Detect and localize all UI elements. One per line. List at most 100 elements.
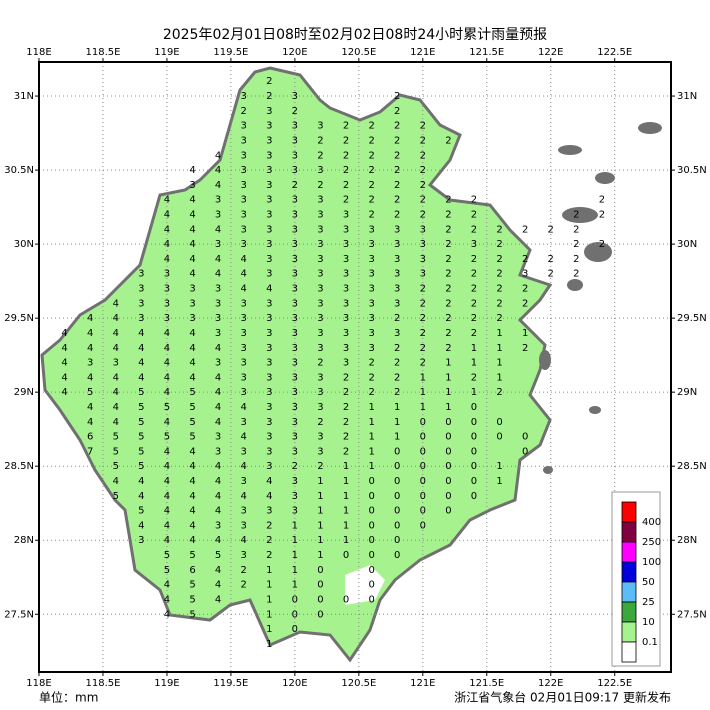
rain-value: 5 <box>138 417 144 428</box>
island <box>638 122 662 134</box>
rain-value: 2 <box>496 269 502 280</box>
rain-value: 5 <box>189 580 195 591</box>
rain-value: 1 <box>292 580 298 591</box>
rain-value: 4 <box>189 328 195 339</box>
legend-label: 250 <box>642 537 661 548</box>
rain-value: 5 <box>189 609 195 620</box>
rain-value: 1 <box>317 506 323 517</box>
rain-value: 3 <box>87 358 93 369</box>
rain-value: 5 <box>215 550 221 561</box>
rain-value: 2 <box>420 165 426 176</box>
rain-value: 3 <box>292 358 298 369</box>
rain-value: 2 <box>548 254 554 265</box>
rain-value: 5 <box>138 506 144 517</box>
rain-value: 3 <box>241 313 247 324</box>
rain-value: 2 <box>292 106 298 117</box>
rain-value: 5 <box>164 565 170 576</box>
x-tick-label: 122.5E <box>597 678 632 689</box>
rain-value: 2 <box>522 298 528 309</box>
rain-value: 4 <box>215 269 221 280</box>
rain-value: 2 <box>420 298 426 309</box>
rain-value: 3 <box>368 343 374 354</box>
rain-value: 3 <box>241 550 247 561</box>
rain-value: 5 <box>138 446 144 457</box>
rain-value: 2 <box>394 91 400 102</box>
rain-value: 3 <box>266 461 272 472</box>
rain-value: 2 <box>394 343 400 354</box>
rain-value: 5 <box>113 446 119 457</box>
rain-value: 3 <box>215 195 221 206</box>
rain-value: 2 <box>343 387 349 398</box>
y-tick-label: 29N <box>14 387 34 398</box>
rain-value: 4 <box>266 476 272 487</box>
rain-value: 3 <box>368 269 374 280</box>
rain-value: 3 <box>343 269 349 280</box>
rain-value: 0 <box>420 491 426 502</box>
rain-value: 1 <box>394 417 400 428</box>
rain-value: 2 <box>573 224 579 235</box>
rain-value: 2 <box>420 150 426 161</box>
rain-value: 3 <box>138 313 144 324</box>
rain-value: 4 <box>164 506 170 517</box>
rain-values: 2 3 2 3 2 2 3 2 2 3 3 3 3 2 2 2 2 3 3 3 2 2 2 2 2 2 4 3 3 3 2 2 2 2 2 4 4 3 3 3… <box>61 76 605 650</box>
y-tick-label: 30.5N <box>677 165 707 176</box>
x-tick-label: 119E <box>154 47 179 58</box>
rain-value: 1 <box>266 624 272 635</box>
rain-value: 4 <box>61 372 67 383</box>
rain-value: 3 <box>317 313 323 324</box>
rain-value: 2 <box>394 313 400 324</box>
rain-value: 2 <box>471 313 477 324</box>
legend-swatch <box>621 521 637 543</box>
rain-value: 3 <box>266 165 272 176</box>
rain-value: 3 <box>292 476 298 487</box>
rain-value: 2 <box>573 254 579 265</box>
rain-value: 3 <box>420 269 426 280</box>
rain-value: 4 <box>164 520 170 531</box>
rain-value: 2 <box>420 180 426 191</box>
rain-value: 0 <box>420 417 426 428</box>
rain-value: 3 <box>292 432 298 443</box>
rain-value: 2 <box>445 135 451 146</box>
rain-value: 3 <box>343 254 349 265</box>
x-tick-label: 118E <box>26 47 51 58</box>
rain-value: 3 <box>343 210 349 221</box>
rain-value: 4 <box>266 491 272 502</box>
island <box>543 466 553 474</box>
rain-value: 0 <box>394 461 400 472</box>
rain-value: 3 <box>215 432 221 443</box>
rain-value: 4 <box>61 343 67 354</box>
rain-value: 4 <box>241 269 247 280</box>
rain-value: 3 <box>241 520 247 531</box>
rain-value: 3 <box>292 91 298 102</box>
rain-value: 2 <box>599 239 605 250</box>
rain-value: 3 <box>420 254 426 265</box>
rain-value: 3 <box>394 254 400 265</box>
rain-value: 0 <box>292 594 298 605</box>
rain-value: 2 <box>420 343 426 354</box>
y-tick-label: 30N <box>677 239 697 250</box>
rain-value: 3 <box>394 284 400 295</box>
rain-value: 3 <box>164 298 170 309</box>
rain-value: 4 <box>215 150 221 161</box>
x-tick-label: 119.5E <box>213 678 248 689</box>
rain-value: 2 <box>368 210 374 221</box>
rain-value: 3 <box>292 417 298 428</box>
rain-value: 5 <box>189 594 195 605</box>
rain-value: 4 <box>189 372 195 383</box>
rain-value: 3 <box>292 372 298 383</box>
rain-value: 3 <box>215 239 221 250</box>
rain-value: 2 <box>241 565 247 576</box>
rain-value: 3 <box>241 506 247 517</box>
rain-value: 2 <box>522 284 528 295</box>
y-tick-label: 31N <box>677 91 697 102</box>
rain-value: 3 <box>241 224 247 235</box>
rain-value: 4 <box>215 594 221 605</box>
rain-value: 5 <box>113 461 119 472</box>
rain-value: 4 <box>215 402 221 413</box>
rain-value: 2 <box>368 150 374 161</box>
rain-value: 2 <box>394 165 400 176</box>
rain-value: 3 <box>368 284 374 295</box>
rain-value: 4 <box>189 520 195 531</box>
rain-value: 4 <box>164 239 170 250</box>
